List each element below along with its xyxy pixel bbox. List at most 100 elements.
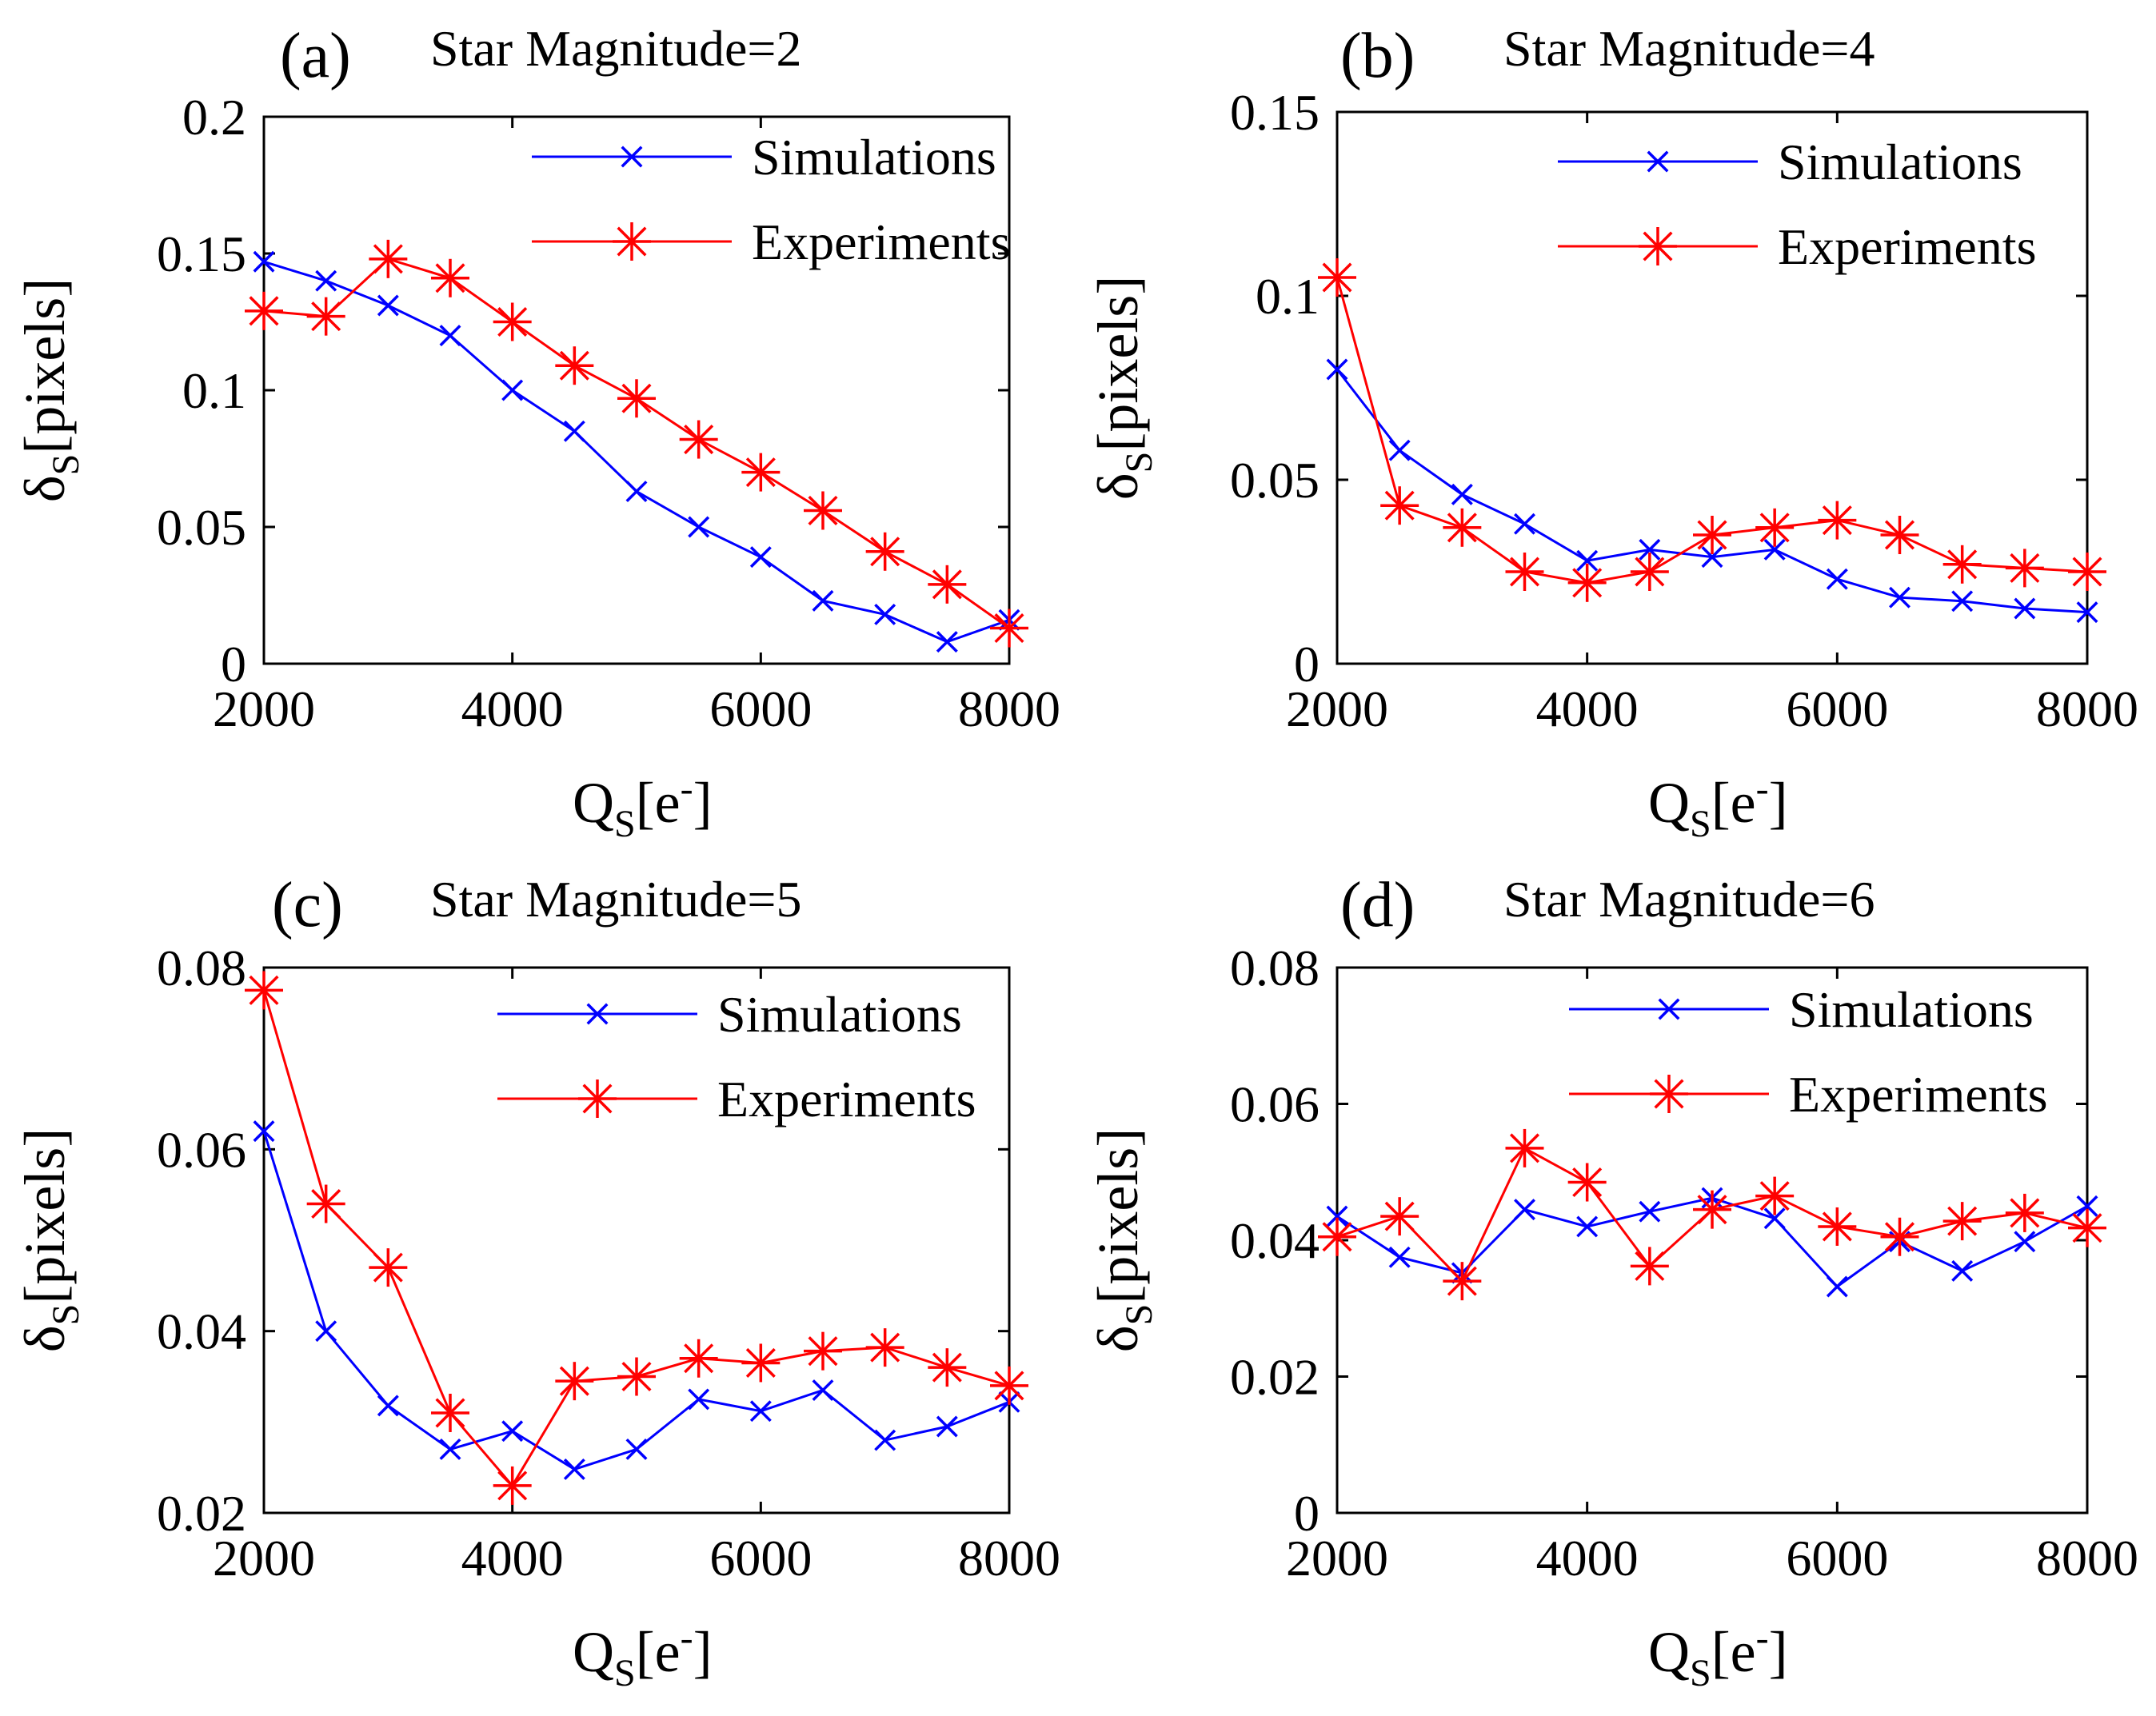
data-point: [501, 379, 524, 401]
data-point: [2014, 1231, 2036, 1253]
x-axis-label: QS[e-]: [573, 1617, 713, 1694]
x-axis-label: QS[e-]: [1648, 768, 1788, 845]
legend-label: Experiments: [717, 1071, 976, 1127]
data-point: [990, 1366, 1028, 1405]
legend-marker: [1639, 227, 1677, 265]
data-point: [2076, 601, 2098, 624]
chart-title: Star Magnitude=5: [430, 871, 801, 928]
y-axis-label: δS[pixels]: [13, 278, 87, 503]
x-axis-label: QS[e-]: [1648, 1617, 1788, 1694]
data-point: [315, 1320, 337, 1343]
data-point: [1505, 553, 1544, 591]
legend-marker: [586, 1003, 609, 1025]
data-point: [990, 609, 1028, 648]
legend-entry-experiments: Experiments: [532, 214, 1010, 270]
legend-label: Simulations: [752, 129, 996, 186]
data-point: [1693, 1190, 1731, 1229]
data-point: [501, 1420, 524, 1443]
y-tick-label: 0: [221, 636, 246, 692]
data-point: [865, 1328, 904, 1367]
data-point: [936, 1415, 958, 1438]
data-point: [2068, 1208, 2106, 1247]
legend-entry-experiments: Experiments: [497, 1071, 976, 1127]
series-experiments: [1318, 1128, 2106, 1301]
panel-label: (d): [1340, 870, 1415, 940]
y-tick-label: 0.1: [182, 362, 246, 419]
data-point: [1630, 553, 1669, 591]
chart-panel-c: (c) Star Magnitude=5 2000 4000 6000 8000 0.02 0…: [13, 870, 1060, 1694]
data-point: [369, 1248, 408, 1287]
y-tick-label: 0: [1294, 636, 1320, 692]
data-point: [1942, 1202, 1982, 1241]
y-tick-label: 0: [1294, 1485, 1320, 1542]
data-point: [679, 1339, 718, 1378]
data-point: [1318, 258, 1356, 297]
data-point: [1514, 513, 1535, 535]
data-point: [439, 325, 461, 347]
data-point: [555, 346, 594, 385]
chart-title: Star Magnitude=2: [430, 20, 801, 77]
data-point: [1889, 586, 1910, 609]
panel-label: (c): [272, 870, 343, 940]
data-point: [306, 1184, 345, 1223]
legend-marker: [621, 146, 643, 168]
data-point: [2005, 1193, 2044, 1232]
data-point: [812, 1379, 834, 1402]
data-point: [1443, 508, 1482, 547]
y-tick-label: 0.05: [157, 499, 246, 556]
x-tick-label: 8000: [958, 680, 1060, 737]
x-tick-label: 6000: [1786, 680, 1888, 737]
data-point: [493, 1466, 532, 1505]
y-axis-label: δS[pixels]: [13, 1128, 87, 1353]
legend-entry-simulations: Simulations: [532, 129, 996, 186]
data-point: [555, 1362, 594, 1401]
x-tick-label: 4000: [461, 680, 564, 737]
data-point: [1443, 1262, 1482, 1301]
data-point: [1880, 1217, 1919, 1256]
x-tick-label: 4000: [1536, 680, 1639, 737]
data-point: [1505, 1128, 1544, 1167]
legend-marker: [613, 222, 651, 261]
data-point: [1576, 549, 1599, 572]
data-point: [1451, 483, 1473, 505]
data-point: [2076, 1195, 2098, 1217]
series-simulations: [1326, 358, 2098, 624]
data-point: [1630, 1247, 1669, 1286]
legend-entry-experiments: Experiments: [1569, 1066, 2047, 1123]
series-line: [262, 989, 1010, 1488]
data-point: [1755, 1176, 1795, 1215]
data-point: [2068, 553, 2106, 591]
data-point: [936, 631, 958, 653]
data-point: [749, 1400, 772, 1423]
y-tick-label: 0.06: [157, 1121, 246, 1178]
data-point: [804, 1331, 842, 1371]
data-point: [688, 516, 710, 538]
legend-label: Simulations: [1778, 134, 2022, 190]
data-point: [625, 481, 648, 503]
data-point: [377, 1395, 399, 1417]
data-point: [1567, 1163, 1607, 1202]
chart-panel-d: (d) Star Magnitude=6 2000 4000 6000 8000 0 0.02…: [1086, 870, 2138, 1694]
legend-label: Experiments: [752, 214, 1010, 270]
y-tick-label: 0.04: [1230, 1212, 1320, 1269]
data-point: [1826, 568, 1848, 590]
data-point: [1388, 439, 1411, 461]
data-point: [1693, 516, 1731, 554]
x-tick-label: 2000: [1286, 1530, 1388, 1586]
x-tick-label: 2000: [213, 680, 315, 737]
y-tick-label: 0.02: [157, 1485, 246, 1542]
data-point: [2005, 549, 2044, 588]
y-tick-label: 0.05: [1230, 452, 1320, 509]
data-point: [865, 532, 904, 571]
data-point: [253, 250, 275, 273]
x-tick-label: 2000: [213, 1530, 315, 1586]
data-point: [1639, 538, 1661, 561]
data-point: [741, 1343, 781, 1383]
data-point: [874, 1429, 896, 1451]
legend-entry-simulations: Simulations: [497, 986, 962, 1043]
plot-area: [1336, 110, 2089, 665]
data-point: [1514, 1199, 1535, 1221]
data-point: [625, 1438, 648, 1460]
data-point: [1567, 563, 1607, 602]
series-experiments: [245, 239, 1028, 648]
